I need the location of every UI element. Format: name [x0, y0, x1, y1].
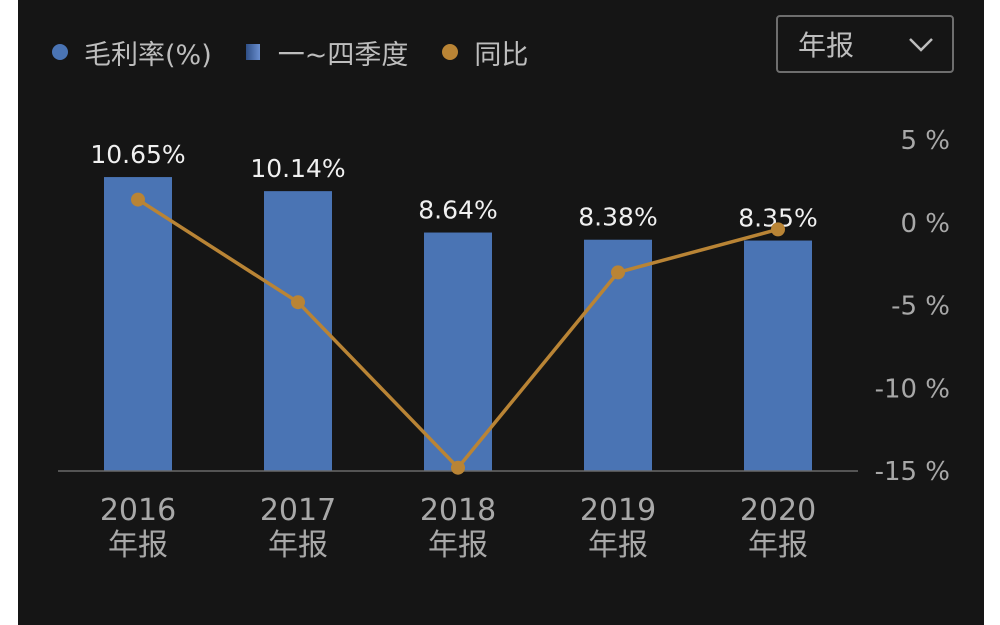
y-tick-label: -15 %	[875, 457, 950, 487]
circle-icon	[442, 44, 459, 60]
x-tick-sublabel: 年报	[108, 528, 168, 563]
yoy-point	[291, 295, 305, 310]
yoy-point	[451, 460, 465, 475]
period-dropdown-value: 年报	[798, 29, 855, 62]
bar-value-label: 8.38%	[578, 203, 657, 232]
x-tick-sublabel: 年报	[748, 528, 808, 563]
period-dropdown[interactable]: 年报	[776, 15, 954, 73]
chart-legend: 毛利率(%) 一~四季度 同比	[52, 30, 562, 74]
yoy-point	[771, 222, 785, 237]
x-tick-sublabel: 年报	[588, 528, 648, 563]
x-tick-label: 2017	[260, 493, 336, 528]
yoy-point	[611, 265, 625, 280]
bar	[424, 232, 492, 471]
x-tick-label: 2019	[580, 493, 656, 528]
bar-value-label: 10.65%	[90, 140, 185, 169]
x-tick-label: 2020	[740, 493, 816, 528]
y-tick-label: 0 %	[900, 209, 950, 239]
yoy-point	[131, 192, 145, 207]
legend-item-yoy[interactable]: 同比	[442, 33, 528, 72]
bar	[104, 177, 172, 471]
x-tick-sublabel: 年报	[268, 528, 328, 563]
y-tick-label: -5 %	[891, 292, 950, 322]
bar-value-label: 10.14%	[250, 154, 345, 183]
x-tick-sublabel: 年报	[428, 528, 488, 563]
y-tick-label: -10 %	[875, 374, 950, 404]
legend-label-margin: 毛利率(%)	[84, 39, 212, 71]
gradient-square-icon	[245, 44, 260, 60]
circle-icon	[52, 44, 68, 60]
bar-value-label: 8.64%	[418, 196, 497, 225]
legend-label-yoy: 同比	[474, 39, 529, 71]
legend-label-quarters: 一~四季度	[277, 39, 409, 71]
y-tick-label: 5 %	[900, 126, 950, 156]
x-tick-label: 2018	[420, 493, 496, 528]
bar	[744, 240, 812, 471]
bar	[264, 191, 332, 472]
chart-panel	[18, 0, 984, 625]
chevron-down-icon	[909, 38, 933, 52]
x-tick-label: 2016	[100, 493, 176, 528]
legend-item-margin[interactable]: 毛利率(%)	[52, 33, 212, 72]
legend-item-quarters[interactable]: 一~四季度	[245, 33, 409, 72]
